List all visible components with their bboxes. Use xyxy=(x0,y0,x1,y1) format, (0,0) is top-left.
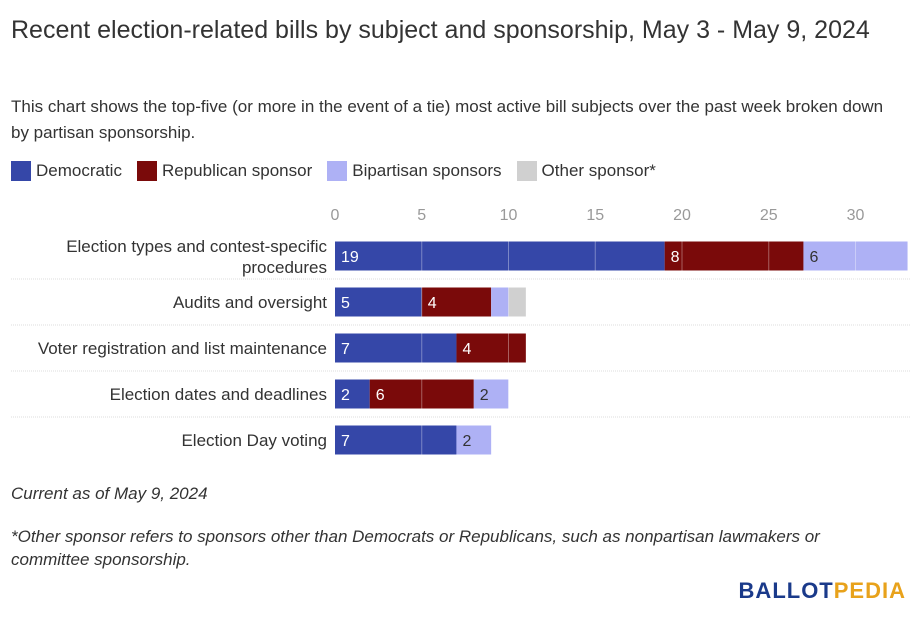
data-label: 2 xyxy=(341,387,350,404)
data-label: 2 xyxy=(462,433,471,450)
legend-swatch-republican xyxy=(136,161,157,181)
data-label: 7 xyxy=(341,341,350,358)
data-label: 5 xyxy=(341,295,350,312)
x-tick-label: 0 xyxy=(331,207,340,224)
legend-label-bipartisan: Bipartisan sponsors xyxy=(352,161,502,180)
bar-segment xyxy=(491,287,509,317)
x-tick-label: 5 xyxy=(417,207,426,224)
chart-title: Recent election-related bills by subject… xyxy=(11,16,870,44)
current-as-of-note: Current as of May 9, 2024 xyxy=(11,484,208,503)
data-label: 19 xyxy=(341,249,359,266)
bar-segment xyxy=(335,287,422,317)
x-tick-label: 20 xyxy=(673,207,691,224)
data-label: 7 xyxy=(341,433,350,450)
legend-label-republican: Republican sponsor xyxy=(161,161,313,180)
data-label: 4 xyxy=(462,341,471,358)
legend-item-other: Other sponsor* xyxy=(516,161,656,181)
data-label: 2 xyxy=(480,387,489,404)
category-label: Election types and contest-specific proce… xyxy=(66,237,327,277)
x-tick-label: 25 xyxy=(760,207,778,224)
x-tick-label: 10 xyxy=(500,207,518,224)
bar-segment xyxy=(335,379,370,409)
legend-label-democratic: Democratic xyxy=(36,161,122,180)
bar-segment xyxy=(335,333,457,363)
bar-segment xyxy=(421,287,492,317)
bar-segment xyxy=(456,425,492,455)
legend-item-republican: Republican sponsor xyxy=(136,161,313,181)
data-label: 8 xyxy=(671,249,680,266)
data-label: 6 xyxy=(809,249,818,266)
category-label: Election dates and deadlines xyxy=(110,385,327,404)
bar-segment xyxy=(335,425,457,455)
x-tick-label: 15 xyxy=(586,207,604,224)
bar-segment xyxy=(369,379,474,409)
bar-segment xyxy=(664,241,804,271)
legend-label-other: Other sponsor* xyxy=(541,161,656,180)
x-tick-label: 30 xyxy=(847,207,865,224)
legend-swatch-bipartisan xyxy=(327,161,348,181)
legend-item-bipartisan: Bipartisan sponsors xyxy=(327,161,502,181)
logo-part-1: BALLOT xyxy=(738,578,834,603)
logo-part-2: PEDIA xyxy=(833,578,906,603)
bar-segment xyxy=(508,287,526,317)
data-label: 4 xyxy=(428,295,437,312)
bar-segment xyxy=(473,379,509,409)
category-label: Audits and oversight xyxy=(173,293,327,312)
category-label: Election Day voting xyxy=(181,431,327,450)
other-sponsor-footnote: *Other sponsor refers to sponsors other … xyxy=(11,527,820,569)
bar-segment xyxy=(803,241,908,271)
legend-item-democratic: Democratic xyxy=(11,161,122,181)
category-label: Voter registration and list maintenance xyxy=(38,339,327,358)
bar-segment xyxy=(335,241,665,271)
legend-swatch-democratic xyxy=(11,161,31,181)
ballotpedia-logo: BALLOTPEDIA xyxy=(739,578,906,604)
data-label: 6 xyxy=(376,387,385,404)
bar-segment xyxy=(456,333,526,363)
chart-subtitle: This chart shows the top-five (or more i… xyxy=(11,97,884,142)
legend-swatch-other xyxy=(516,161,537,181)
legend: Democratic Republican sponsor Bipartisan… xyxy=(11,161,671,181)
